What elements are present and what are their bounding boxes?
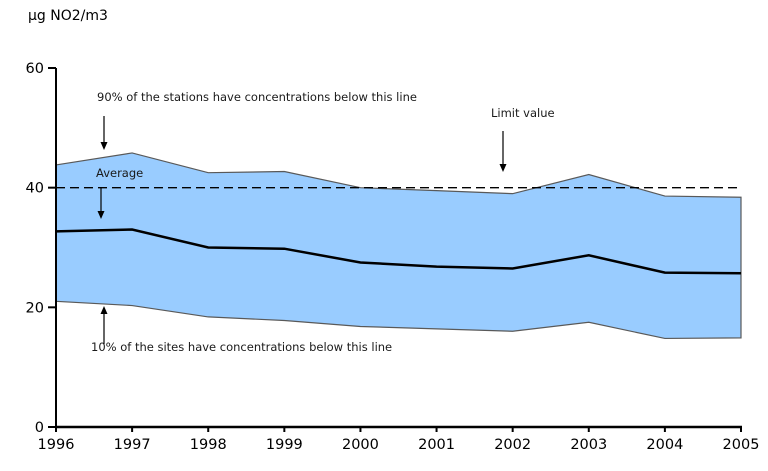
arrow-limit-value-head bbox=[499, 164, 507, 172]
y-tick-label: 60 bbox=[26, 61, 44, 77]
arrow-10th-percentile-head bbox=[100, 306, 108, 314]
arrow-90th-percentile-head bbox=[100, 142, 108, 150]
y-tick-label: 20 bbox=[26, 300, 44, 316]
percentile-band bbox=[55, 152, 742, 340]
x-tick-label: 1998 bbox=[190, 437, 227, 453]
arrow-average-head bbox=[97, 211, 105, 219]
x-tick-label: 1996 bbox=[38, 437, 75, 453]
x-tick-label: 2005 bbox=[723, 437, 760, 453]
average-line bbox=[55, 228, 742, 275]
chart-title: µg NO2/m3 bbox=[28, 8, 108, 24]
x-tick-label: 2000 bbox=[342, 437, 379, 453]
annotation-10th-percentile: 10% of the sites have concentrations bel… bbox=[91, 340, 393, 354]
annotation-average: Average bbox=[96, 166, 144, 180]
x-tick-label: 2002 bbox=[494, 437, 531, 453]
x-tick-label: 2003 bbox=[570, 437, 607, 453]
y-tick-label: 40 bbox=[26, 181, 44, 197]
x-tick-label: 2004 bbox=[646, 437, 683, 453]
annotation-90th-percentile: 90% of the stations have concentrations … bbox=[97, 90, 417, 104]
y-tick-label: 0 bbox=[35, 420, 44, 436]
x-tick-label: 2001 bbox=[418, 437, 455, 453]
x-tick-label: 1997 bbox=[114, 437, 151, 453]
annotation-limit-value: Limit value bbox=[491, 106, 555, 120]
x-tick-label: 1999 bbox=[266, 437, 303, 453]
